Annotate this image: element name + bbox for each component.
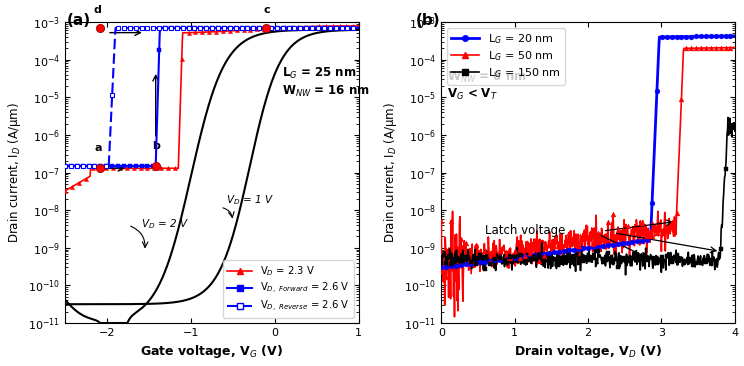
Legend: V$_D$ = 2.3 V, V$_{D,\ Forward}$ = 2.6 V, V$_{D,\ Reverse}$ = 2.6 V: V$_D$ = 2.3 V, V$_{D,\ Forward}$ = 2.6 V… — [223, 260, 353, 318]
Text: L$_G$ = 25 nm
W$_{NW}$ = 16 nm: L$_G$ = 25 nm W$_{NW}$ = 16 nm — [281, 66, 369, 98]
X-axis label: Gate voltage, V$_G$ (V): Gate voltage, V$_G$ (V) — [141, 343, 283, 361]
Text: V$_D$ = 2 V: V$_D$ = 2 V — [141, 217, 188, 231]
Text: W$_{NW}$ = 8 nm
V$_G$ < V$_T$: W$_{NW}$ = 8 nm V$_G$ < V$_T$ — [447, 70, 527, 102]
Text: (a): (a) — [67, 12, 91, 27]
Text: c: c — [263, 5, 270, 15]
Y-axis label: Drain current, I$_D$ (A/μm): Drain current, I$_D$ (A/μm) — [5, 102, 22, 243]
Text: d: d — [94, 5, 102, 15]
Text: (b): (b) — [416, 12, 440, 27]
Text: V$_D$ = 1 V: V$_D$ = 1 V — [226, 194, 274, 208]
X-axis label: Drain voltage, V$_D$ (V): Drain voltage, V$_D$ (V) — [514, 343, 662, 361]
Text: Latch voltage: Latch voltage — [485, 224, 565, 238]
Y-axis label: Drain current, I$_D$ (A/μm): Drain current, I$_D$ (A/μm) — [382, 102, 399, 243]
Text: a: a — [94, 143, 101, 153]
Legend: L$_G$ = 20 nm, L$_G$ = 50 nm, L$_G$ = 150 nm: L$_G$ = 20 nm, L$_G$ = 50 nm, L$_G$ = 15… — [447, 28, 565, 85]
Text: b: b — [152, 141, 160, 151]
